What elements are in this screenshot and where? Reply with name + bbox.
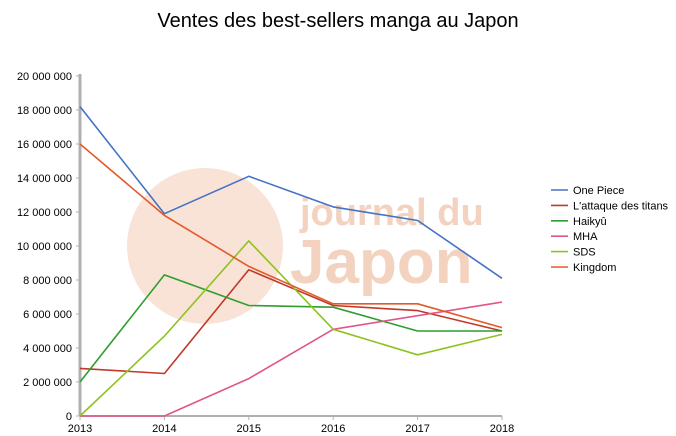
chart-title: Ventes des best-sellers manga au Japon [157, 10, 519, 32]
y-tick-label: 8 000 000 [23, 275, 72, 287]
legend-label-l-attaque-des-titans: L'attaque des titans [573, 200, 669, 212]
legend-label-one-piece: One Piece [573, 185, 624, 197]
watermark-text-line1: journal du [299, 192, 484, 234]
y-tick-label: 14 000 000 [17, 173, 72, 185]
legend-label-sds: SDS [573, 247, 596, 259]
series-line-haiky [79, 274, 502, 383]
y-tick-label: 16 000 000 [17, 139, 72, 151]
series-line-mha [80, 301, 503, 417]
x-tick-label: 2013 [68, 423, 92, 435]
y-tick-label: 20 000 000 [17, 71, 72, 83]
watermark-text-line2: Japon [290, 228, 473, 297]
x-tick-label: 2014 [152, 423, 176, 435]
legend-label-mha: MHA [573, 231, 598, 243]
x-tick-label: 2018 [490, 423, 514, 435]
y-tick-label: 12 000 000 [17, 207, 72, 219]
y-tick-label: 2 000 000 [23, 377, 72, 389]
y-tick-label: 4 000 000 [23, 343, 72, 355]
y-tick-label: 18 000 000 [17, 105, 72, 117]
y-tick-label: 10 000 000 [17, 241, 72, 253]
x-tick-label: 2016 [321, 423, 345, 435]
y-tick-label: 0 [66, 411, 72, 423]
x-tick-label: 2017 [405, 423, 429, 435]
series-line-kingdom [79, 143, 503, 329]
x-tick-label: 2015 [237, 423, 261, 435]
legend-label-kingdom: Kingdom [573, 262, 616, 274]
watermark-logo: journal du Japon [127, 168, 484, 324]
legend-label-haiky: Haikyû [573, 216, 607, 228]
series-line-one-piece [79, 106, 503, 279]
watermark-sun-icon [127, 168, 283, 324]
y-tick-label: 6 000 000 [23, 309, 72, 321]
